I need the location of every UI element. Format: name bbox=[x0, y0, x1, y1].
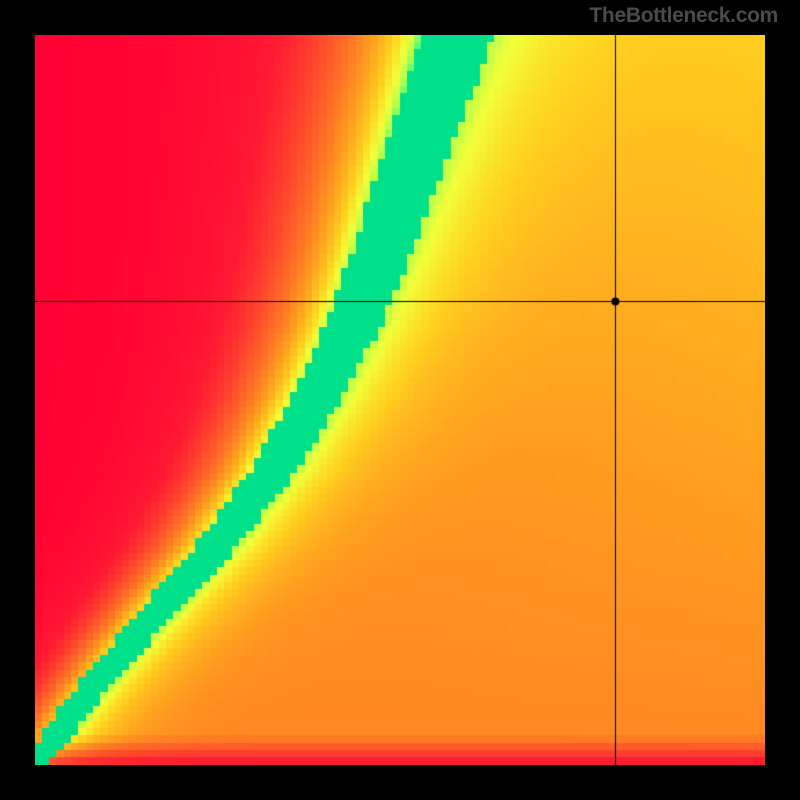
watermark-text: TheBottleneck.com bbox=[589, 4, 778, 28]
plot-area bbox=[35, 35, 765, 765]
bottleneck-heatmap-canvas bbox=[35, 35, 765, 765]
root: TheBottleneck.com bbox=[0, 0, 800, 800]
